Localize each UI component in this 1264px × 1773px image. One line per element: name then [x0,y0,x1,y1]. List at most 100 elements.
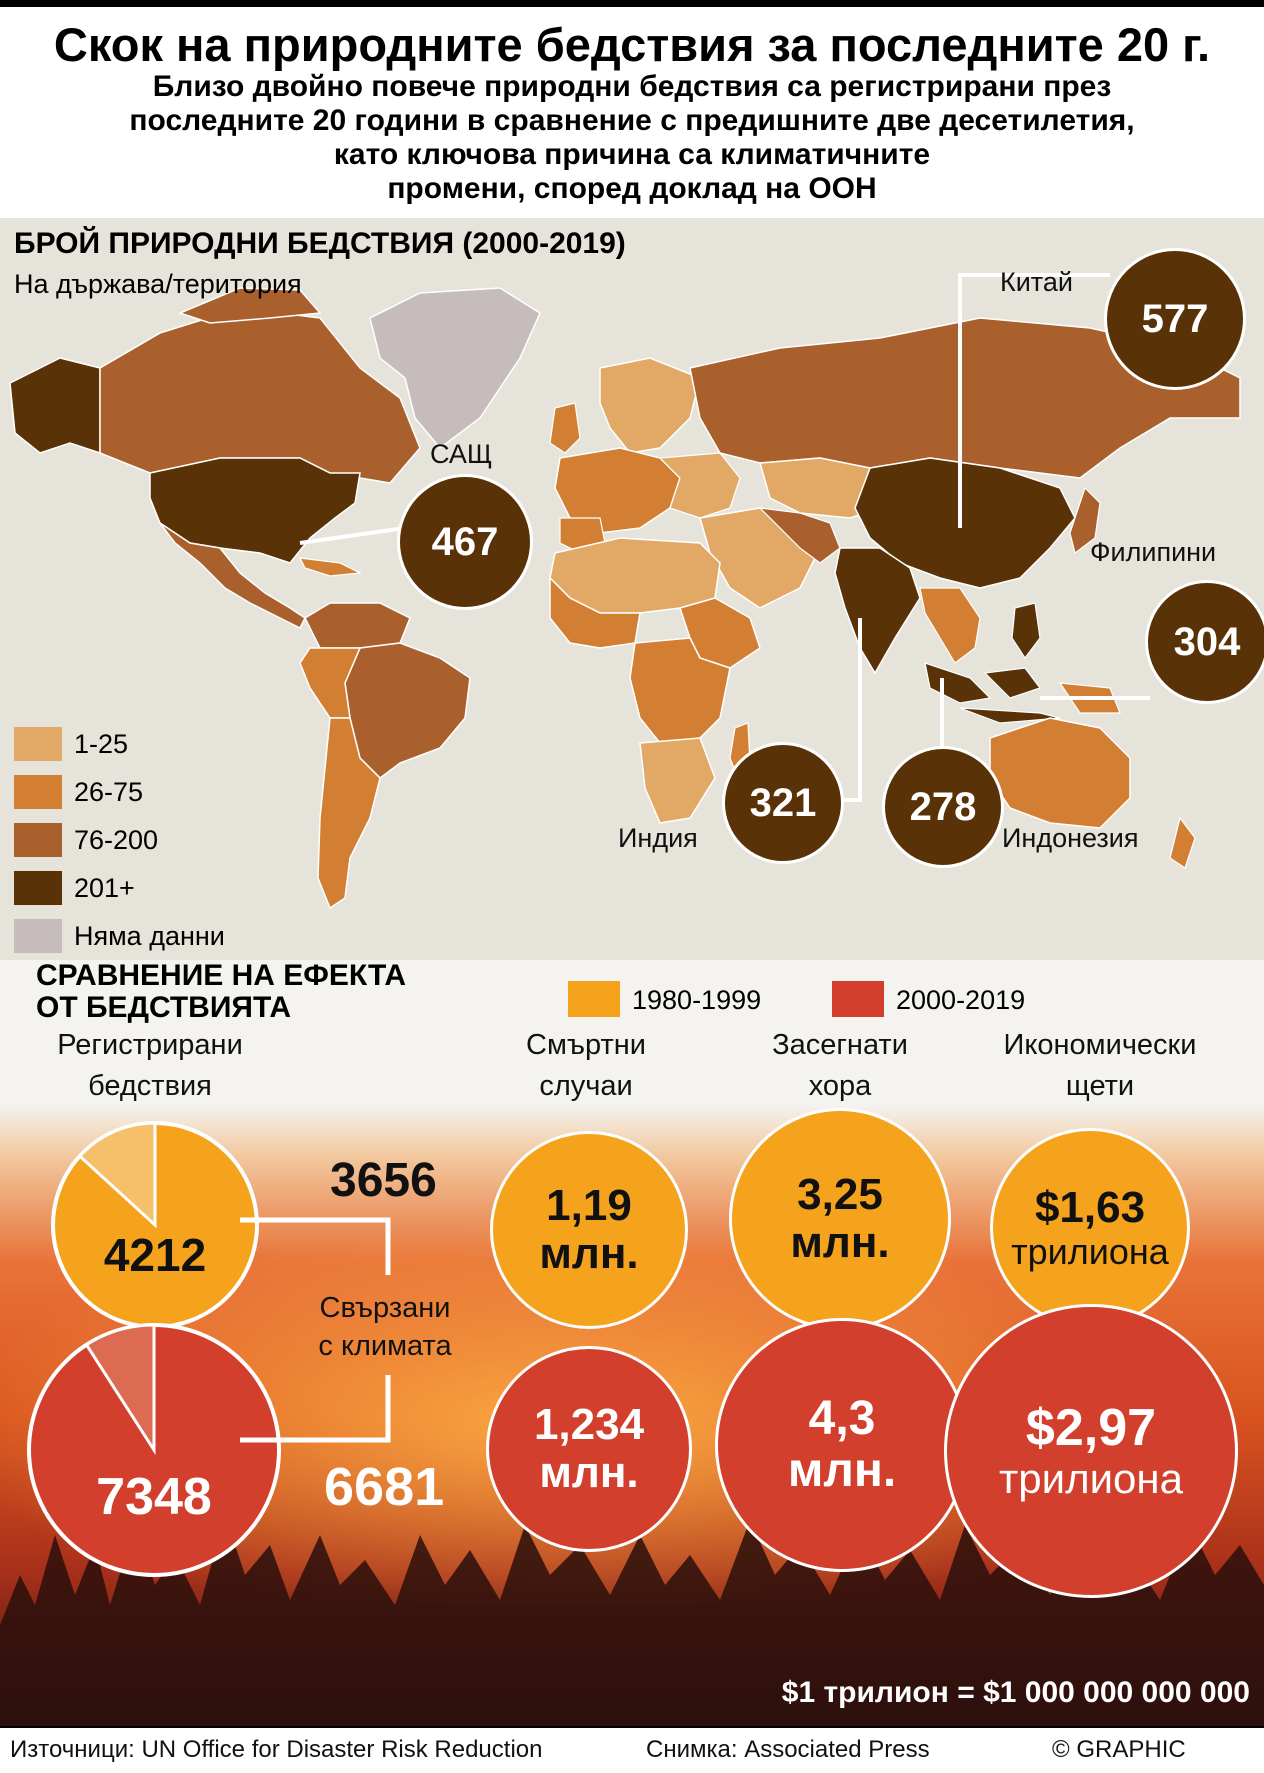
top-rule [0,0,1264,7]
legend-swatch-1980 [568,981,620,1017]
affected-1980-circle: 3,25 млн. [729,1108,951,1330]
comparison-title-line-1: СРАВНЕНИЕ НА ЕФЕКТА [36,959,407,992]
map-title: БРОЙ ПРИРОДНИ БЕДСТВИЯ (2000-2019) [14,227,626,260]
climate-label-line-2: с климата [318,1330,452,1362]
map-canada [99,307,421,484]
deaths-1980-circle: 1,19 млн. [490,1131,688,1329]
callout-label-china: Китай [1000,267,1073,297]
callout-bubble-china: 577 [1104,248,1246,390]
map-subtitle: На държава/територия [14,269,302,299]
header-deaths-line-1: Смъртни [526,1029,646,1061]
footer: Източници: UN Office for Disaster Risk R… [0,1726,1264,1773]
map-europe-east [658,452,741,519]
map-uk [549,402,581,454]
tree-silhouettes [0,1515,1264,1726]
map-central-africa [629,637,731,744]
callout-bubble-usa: 467 [397,474,533,610]
deaths-1980-value: 1,19 [546,1181,632,1230]
legend-label-2000: 2000-2019 [896,985,1026,1015]
legend-swatch [14,919,62,953]
legend-swatch [14,871,62,905]
climate-label-line-1: Свързани [319,1292,451,1324]
legend-item-no-data: Няма данни [14,912,225,960]
callout-bubble-indonesia: 278 [882,746,1004,868]
map-australia [989,717,1131,829]
callout-label-indonesia: Индонезия [1002,823,1139,853]
climate-2000-value: 6681 [324,1457,445,1517]
map-caribbean [298,557,363,577]
map-indonesia-3 [959,707,1061,724]
callout-label-philippines: Филипини [1090,537,1217,567]
header-deaths-line-2: случаи [539,1070,633,1102]
connector-1980 [240,1217,391,1275]
legend-swatch [14,727,62,761]
legend-item-26-75: 26-75 [14,768,225,816]
affected-1980-unit: млн. [790,1218,890,1267]
legend-swatch [14,775,62,809]
losses-1980-value: $1,63 [1034,1183,1146,1232]
subtitle-line-2: последните 20 години в сравнение с преди… [129,104,1135,137]
map-scandinavia [599,357,701,454]
climate-connector [240,1217,391,1443]
map-philippines [1011,602,1041,660]
map-canada-islands [177,287,322,324]
registered-2000-value: 7348 [96,1468,212,1526]
map-colombia-venezuela [304,602,411,649]
legend-item-1-25: 1-25 [14,720,225,768]
footer-photo: Снимка: Associated Press [646,1736,930,1763]
legend-item-201-plus: 201+ [14,864,225,912]
callout-label-usa: САЩ [430,439,493,469]
connector-2000 [240,1375,391,1443]
callout-bubble-philippines: 304 [1145,580,1264,704]
deaths-2000-unit: млн. [539,1448,639,1497]
map-greenland [369,287,541,450]
legend-label: Няма данни [74,921,225,951]
trillion-note: $1 трилион = $1 000 000 000 000 [781,1676,1250,1709]
deaths-1980-unit: млн. [539,1229,639,1278]
pie-registered-1980 [51,1121,259,1329]
callout-label-india: Индия [618,823,698,853]
comparison-title-line-2: ОТ БЕДСТВИЯТА [36,991,292,1024]
map-indonesia-2 [983,667,1041,699]
legend-label: 1-25 [74,729,129,759]
header-losses-line-1: Икономически [1003,1029,1197,1061]
affected-2000-unit: млн. [787,1444,897,1497]
pie-registered-2000 [27,1323,281,1577]
map-new-zealand [1169,816,1196,869]
losses-1980-unit: трилиона [1011,1231,1169,1272]
map-alaska [9,357,101,455]
map-legend: 1-25 26-75 76-200 201+ Няма данни [14,720,225,960]
affected-2000-value: 4,3 [808,1392,876,1445]
legend-item-76-200: 76-200 [14,816,225,864]
map-india [834,547,921,675]
leader-usa [299,526,406,545]
losses-2000-value: $2,97 [1025,1399,1157,1457]
map-se-asia [919,587,981,664]
legend-label: 26-75 [74,777,144,807]
world-map [9,273,1241,910]
leader-china [958,273,1110,528]
subtitle-line-4: промени, според доклад на ООН [387,172,877,205]
deaths-2000-circle: 1,234 млн. [486,1346,692,1552]
header-losses-line-2: щети [1065,1070,1135,1102]
climate-1980-value: 3656 [330,1154,437,1207]
subtitle-line-3: като ключова причина са климатичните [333,138,931,171]
legend-swatch [14,823,62,857]
callout-bubble-india: 321 [722,742,844,864]
legend-label: 76-200 [74,825,159,855]
header-registered-line-2: бедствия [88,1070,212,1102]
map-section: БРОЙ ПРИРОДНИ БЕДСТВИЯ (2000-2019) На дъ… [0,218,1264,960]
footer-credit: © GRAPHIC NEWS [1052,1736,1186,1763]
map-brazil [344,642,471,779]
header-registered-line-1: Регистрирани [57,1029,243,1061]
pie-1980-non-climate-slice [77,1121,157,1229]
losses-1980-circle: $1,63 трилиона [990,1128,1190,1328]
map-europe-west [554,447,681,534]
legend-label-1980: 1980-1999 [632,985,762,1015]
affected-2000-circle: 4,3 млн. [715,1318,969,1572]
legend-label: 201+ [74,873,135,903]
page-title: Скок на природните бедствия за последнит… [53,18,1211,71]
losses-2000-circle: $2,97 трилиона [944,1304,1238,1598]
registered-1980-value: 4212 [103,1229,207,1281]
